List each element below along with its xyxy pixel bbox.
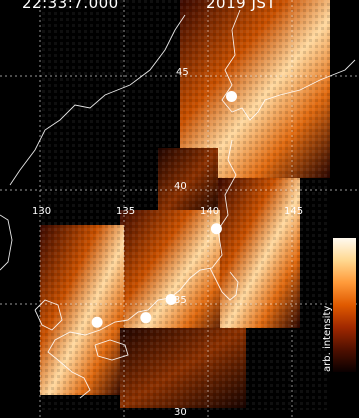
- colorbar-label: arb. intensity: [322, 305, 333, 372]
- lon-label-145: 145: [284, 206, 304, 217]
- coastline-hokkaido: [221, 9, 356, 121]
- lon-label-140: 140: [200, 206, 220, 217]
- intensity-tiles: [40, 0, 330, 410]
- coastlines: [0, 9, 356, 399]
- marker-layer: [91, 91, 238, 328]
- coastline-kyushu: [34, 299, 63, 331]
- tile-noise: [40, 0, 330, 410]
- marker-kinki: [140, 312, 152, 324]
- coastline-shikoku: [94, 339, 129, 361]
- lat-label-40: 40: [174, 181, 187, 192]
- marker-kanto: [165, 293, 177, 305]
- marker-kyushu: [91, 316, 103, 328]
- coastline-sea-of-japan: [9, 14, 186, 186]
- map-title-left: 22:33:7.000: [22, 0, 119, 12]
- lat-label-30: 30: [174, 407, 187, 418]
- lat-label-45: 45: [176, 67, 189, 78]
- coastline-boso: [209, 267, 239, 301]
- coastline-korea: [0, 214, 13, 271]
- marker-hokkaido: [226, 91, 238, 103]
- map-title-right: 2019 JST: [206, 0, 277, 12]
- coastline-honshu: [47, 139, 237, 399]
- lat-label-35: 35: [174, 295, 187, 306]
- colorbar: [333, 238, 356, 372]
- marker-tohoku: [210, 223, 222, 235]
- lon-label-135: 135: [116, 206, 136, 217]
- lon-label-130: 130: [32, 206, 52, 217]
